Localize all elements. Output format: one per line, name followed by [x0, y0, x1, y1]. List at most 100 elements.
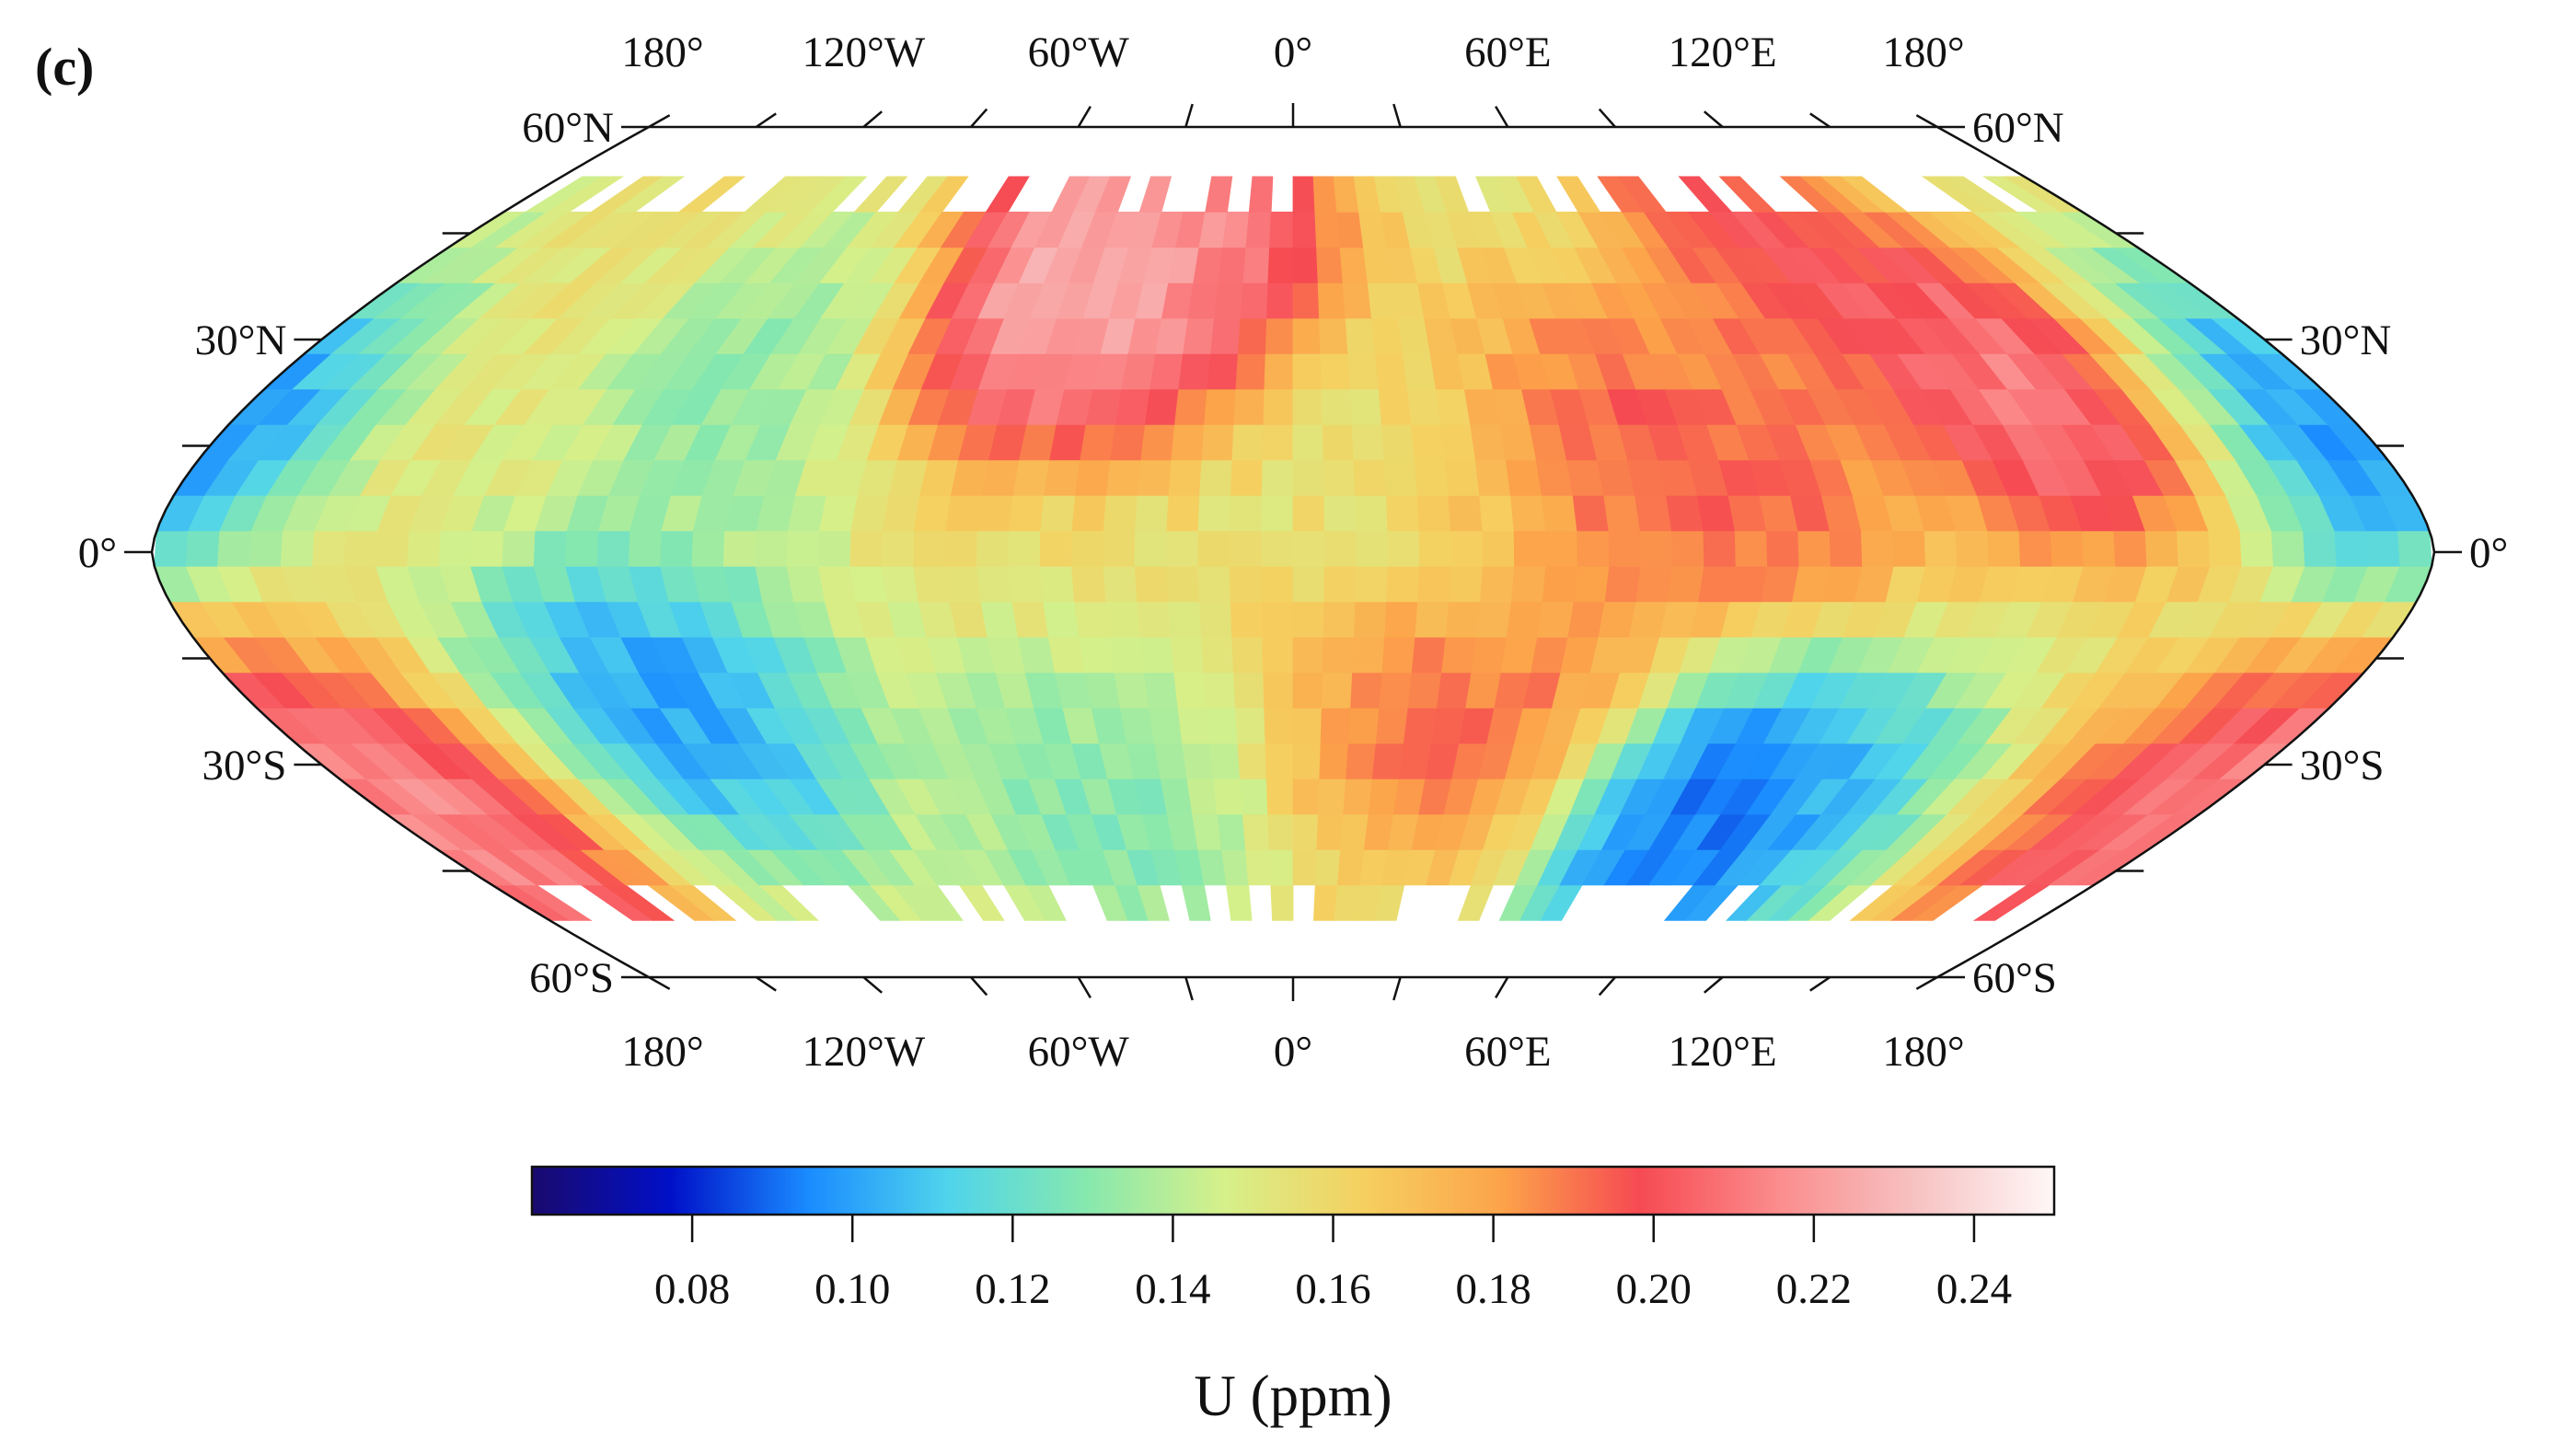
map-cell — [1261, 601, 1294, 638]
map-cell — [1143, 672, 1179, 709]
map-cell — [1221, 849, 1250, 886]
map-cell — [1008, 495, 1045, 532]
map-cell — [2144, 530, 2179, 567]
map-cell — [1378, 388, 1412, 425]
map-cell — [1218, 247, 1247, 283]
map-cell — [1262, 637, 1294, 674]
map-cell — [660, 530, 694, 567]
map-cell — [1270, 884, 1294, 921]
map-cell — [1572, 495, 1610, 532]
map-cell — [1323, 530, 1357, 567]
colorbar-title: U (ppm) — [1194, 1364, 1392, 1428]
map-cell — [1242, 247, 1270, 283]
map-cell — [1292, 813, 1319, 850]
map-cell — [1137, 459, 1172, 496]
map-cell — [1040, 495, 1076, 532]
map-cell — [1231, 423, 1265, 461]
map-cell — [1222, 211, 1250, 248]
map-cell — [1198, 601, 1233, 638]
map-cell — [1383, 459, 1418, 496]
map-cell — [1261, 530, 1294, 567]
map-cell — [217, 530, 252, 567]
map-cell — [1201, 423, 1235, 461]
map-cell — [1292, 495, 1325, 532]
right-lat-label: 60°N — [1972, 104, 2064, 152]
map-cell — [1352, 637, 1386, 674]
map-cell — [1049, 423, 1087, 461]
map-cell — [1434, 176, 1470, 213]
map-cell — [1955, 530, 1990, 567]
map-cell — [1345, 317, 1376, 354]
map-cell — [1229, 495, 1263, 532]
map-cell — [2365, 530, 2401, 567]
map-cell — [1166, 566, 1200, 603]
map-cell — [1199, 459, 1233, 496]
map-cell — [1011, 601, 1049, 638]
map-cell — [1200, 637, 1234, 674]
map-cell — [919, 176, 969, 213]
map-cell — [1229, 530, 1263, 567]
map-cell — [849, 566, 888, 603]
map-cell — [1510, 495, 1546, 532]
map-cell — [1718, 176, 1777, 213]
map-cell — [1265, 317, 1294, 354]
map-cell — [1008, 566, 1045, 603]
lon-tick-top — [1915, 114, 1938, 129]
map-cell — [1479, 495, 1515, 532]
left-lat-label: 30°N — [195, 317, 287, 364]
map-cell — [1573, 566, 1611, 603]
map-cell — [1012, 459, 1051, 496]
map-cell — [1342, 282, 1372, 319]
map-cell — [691, 530, 726, 567]
map-cell — [1094, 176, 1132, 213]
map-cell — [1343, 778, 1373, 815]
map-cell — [1135, 495, 1170, 532]
map-cell — [1074, 601, 1111, 638]
map-cell — [1167, 601, 1202, 638]
map-cell — [1829, 530, 1864, 567]
map-cell — [1265, 778, 1294, 815]
map-cell — [1347, 708, 1380, 744]
lon-tick-bottom — [970, 976, 988, 997]
map-cell — [1474, 459, 1511, 496]
map-cell — [1513, 530, 1547, 567]
map-cell — [312, 530, 347, 567]
map-cell — [1312, 176, 1338, 213]
map-cell — [1941, 176, 2018, 213]
map-cell — [913, 530, 947, 567]
map-cell — [1323, 495, 1357, 532]
map-cell — [1321, 388, 1353, 425]
map-cell — [1510, 566, 1547, 603]
map-cell — [1292, 530, 1325, 567]
map-cell — [1192, 813, 1223, 850]
map-cell — [913, 566, 951, 603]
map-cell — [154, 530, 189, 567]
map-cell — [1698, 566, 1737, 603]
lon-tick-bottom — [862, 976, 883, 994]
map-cell — [1411, 637, 1447, 674]
left-lat-labels: 60°N 30°N 0° 30°S 60°S — [78, 104, 614, 1002]
map-cell — [1292, 352, 1323, 390]
map-cell — [1043, 601, 1080, 638]
bottom-lon-label: 120°E — [1669, 1028, 1777, 1076]
lon-tick-top — [1392, 103, 1402, 128]
map-cell — [1197, 566, 1231, 603]
map-cell — [1264, 708, 1294, 744]
map-cell — [1214, 282, 1244, 319]
map-cell — [849, 530, 884, 567]
map-cell — [1292, 317, 1322, 354]
map-cell — [1415, 601, 1450, 638]
map-cell — [1316, 247, 1344, 283]
map-cell — [2050, 530, 2085, 567]
map-cell — [1457, 884, 1495, 921]
lon-tick-top — [862, 110, 883, 128]
map-cell — [1210, 317, 1242, 354]
map-cell — [1170, 637, 1205, 674]
right-lat-label: 60°S — [1972, 954, 2057, 1002]
map-cell — [1350, 672, 1383, 709]
map-cell — [1440, 423, 1476, 461]
map-cell — [976, 530, 1010, 567]
lon-tick-top — [970, 108, 988, 128]
map-cell — [1323, 566, 1357, 603]
map-cell — [1178, 352, 1211, 390]
